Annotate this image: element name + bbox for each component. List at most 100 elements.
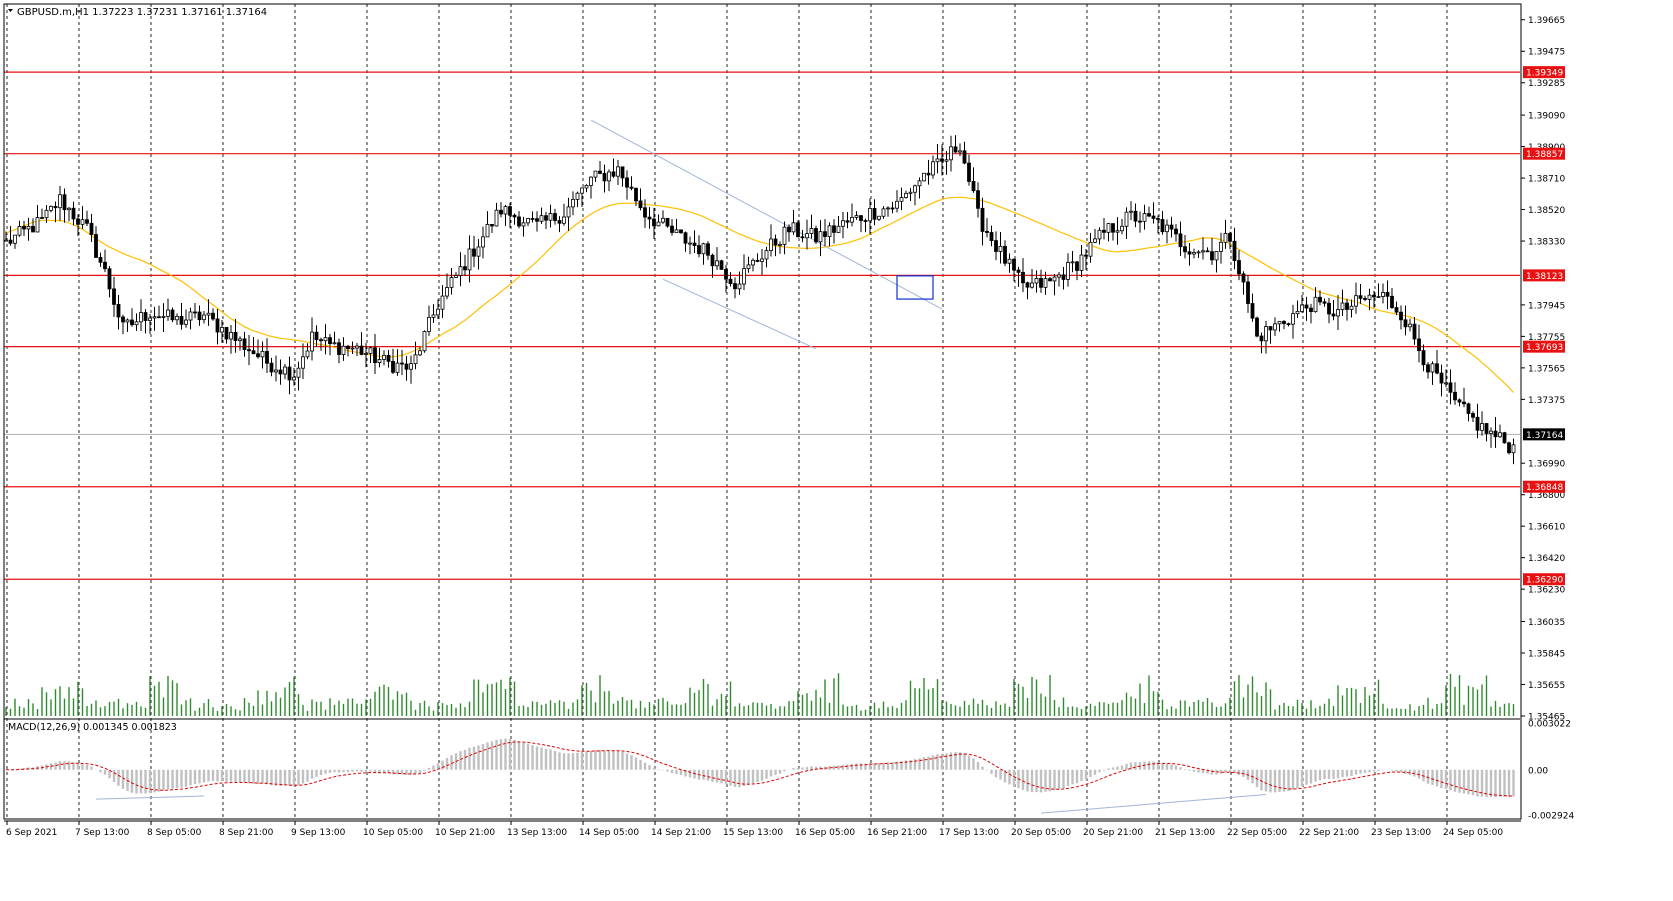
candle — [1219, 232, 1223, 264]
candle-body — [53, 206, 58, 209]
candle — [814, 225, 818, 245]
annotation-boxes[interactable] — [896, 275, 1673, 632]
candle — [125, 318, 130, 332]
candle-body — [751, 259, 755, 266]
candle — [1493, 416, 1498, 448]
candle — [1165, 219, 1169, 244]
candle-body — [598, 170, 602, 174]
candle-body — [791, 222, 796, 233]
candle — [422, 330, 427, 353]
candle-body — [913, 185, 917, 193]
candle — [314, 325, 319, 348]
candle-body — [1147, 213, 1151, 217]
candle-body — [850, 216, 854, 223]
candle-body — [1259, 335, 1264, 342]
candle-body — [904, 192, 908, 198]
candle — [49, 205, 53, 213]
candle-body — [305, 350, 310, 358]
candle-body — [1034, 278, 1039, 284]
candle-body — [1457, 399, 1462, 403]
candle-body — [1007, 258, 1012, 264]
candle-body — [296, 367, 301, 378]
candle — [35, 204, 40, 233]
candle-body — [526, 218, 530, 224]
candle — [256, 339, 260, 359]
candle-body — [490, 224, 494, 227]
candle — [1385, 280, 1390, 310]
candle-body — [346, 345, 350, 349]
candle — [1439, 364, 1444, 397]
candle — [931, 155, 935, 179]
candle — [1169, 216, 1174, 238]
candle-body — [670, 225, 674, 233]
candle-body — [481, 236, 485, 248]
candle-body — [166, 309, 170, 317]
time-tick-label: 16 Sep 05:00 — [795, 828, 855, 838]
candle — [1273, 317, 1277, 336]
candle — [157, 305, 161, 319]
candle-body — [103, 261, 107, 270]
candle — [607, 169, 611, 192]
candle — [643, 199, 647, 228]
candle-body — [283, 366, 287, 375]
candle-body — [1255, 317, 1259, 337]
candle-body — [1336, 309, 1340, 317]
candle — [661, 210, 665, 224]
candle — [418, 347, 422, 357]
trend-lines[interactable] — [590, 119, 943, 350]
level-price-label: 1.36290 — [1526, 576, 1563, 586]
candle — [341, 337, 346, 361]
candle-body — [1466, 403, 1471, 414]
candle — [1268, 326, 1273, 344]
candle-body — [872, 208, 877, 220]
candle-body — [787, 226, 791, 233]
candle-body — [530, 218, 535, 220]
candle-body — [1403, 319, 1408, 328]
candle-body — [476, 246, 481, 257]
candle-body — [184, 319, 188, 325]
candle-body — [1295, 311, 1300, 315]
candle — [107, 266, 112, 298]
support-resistance-levels[interactable] — [4, 71, 1520, 580]
candle-body — [1075, 261, 1079, 271]
candle-body — [634, 187, 638, 202]
candle-body — [364, 353, 368, 355]
candle — [724, 264, 728, 293]
candle — [1034, 270, 1039, 293]
candle — [980, 197, 985, 246]
candle — [1057, 272, 1061, 287]
price-tick-label: 1.35465 — [1528, 713, 1565, 723]
candle — [1115, 217, 1120, 245]
candle — [116, 294, 121, 330]
candle-body — [328, 337, 332, 345]
time-tick-label: 14 Sep 05:00 — [579, 828, 639, 838]
candlesticks — [4, 135, 1516, 465]
candle-body — [445, 287, 449, 297]
candle — [512, 213, 517, 225]
candle-body — [1210, 251, 1214, 261]
candle-body — [976, 190, 980, 209]
candle — [778, 241, 782, 254]
candle-body — [715, 260, 719, 267]
candle — [922, 172, 926, 182]
candle-body — [4, 239, 8, 242]
candle-body — [22, 226, 26, 230]
price-tick-label: 1.36035 — [1528, 618, 1565, 628]
candle-body — [148, 317, 152, 321]
candle-body — [278, 369, 283, 375]
candle-body — [265, 350, 269, 364]
candle-body — [652, 218, 656, 227]
candle-body — [373, 347, 377, 363]
candle-body — [661, 217, 665, 223]
candle-body — [1300, 304, 1304, 312]
candle-body — [607, 171, 611, 182]
candle — [283, 363, 287, 380]
candle — [130, 308, 134, 327]
candle — [1363, 295, 1367, 302]
candle-body — [593, 170, 598, 178]
candle — [323, 324, 328, 355]
candle — [467, 235, 472, 283]
candle — [548, 204, 553, 228]
